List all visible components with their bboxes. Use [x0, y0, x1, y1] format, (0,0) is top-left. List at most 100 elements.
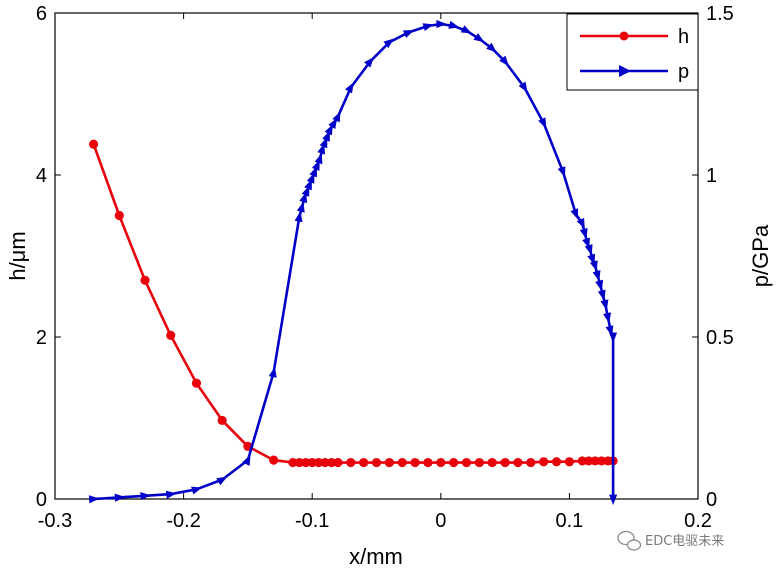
legend-marker-h — [619, 31, 629, 41]
series-p-point — [296, 201, 305, 213]
legend-marker-p — [619, 65, 631, 77]
series-h-point — [191, 378, 202, 388]
series-h-point — [320, 457, 330, 468]
series-p-point — [165, 490, 177, 499]
series-h-point — [288, 457, 298, 468]
y-right-tick-label: 1.5 — [706, 3, 734, 25]
x-axis-label: x/mm — [349, 544, 403, 568]
series-h-point — [307, 457, 317, 468]
series-p-point — [364, 57, 374, 68]
series-p-point — [403, 30, 415, 38]
left-axis-ticks: 0 2 4 6 — [36, 3, 61, 511]
series-p-point — [460, 25, 472, 34]
series-p-point — [314, 153, 323, 165]
series-p-point — [486, 42, 497, 53]
y-left-tick-label: 0 — [36, 489, 47, 511]
series-p-point — [609, 494, 618, 505]
series-p-point — [140, 492, 151, 501]
series-h-point — [269, 455, 279, 465]
series-p — [88, 20, 618, 505]
series-h-point — [410, 457, 420, 468]
series-p-point — [216, 476, 228, 486]
series-p-point — [345, 82, 354, 94]
watermark-text: EDC电驱未来 — [645, 534, 724, 549]
x-tick-label: 0.1 — [555, 510, 583, 532]
series-p-point — [473, 33, 485, 43]
series-p-point — [579, 228, 588, 240]
series-h-point — [461, 457, 472, 468]
series-p-point — [88, 495, 100, 504]
y-axis-left-label: h/μm — [5, 231, 30, 280]
series-p-point — [268, 366, 277, 378]
series-p-point — [114, 493, 126, 502]
legend-box — [566, 13, 699, 91]
series-h-point — [577, 456, 587, 466]
series-h-point — [474, 457, 484, 468]
x-tick-label: -0.3 — [38, 510, 72, 532]
series-h-point — [590, 456, 600, 466]
series-p-point — [609, 332, 618, 343]
series-p-point — [422, 23, 434, 31]
series-p-point — [603, 312, 612, 324]
series-p-point — [328, 118, 338, 129]
series-h-line — [92, 143, 614, 464]
series-h-point — [584, 456, 594, 466]
series-h-point — [423, 457, 433, 468]
series-p-point — [332, 111, 341, 123]
series-h-point — [526, 457, 536, 468]
series-h-point — [217, 415, 227, 426]
series-h-point — [359, 457, 369, 468]
series-p-point — [584, 244, 593, 256]
series-p-point — [592, 270, 601, 282]
legend-label-p: p — [678, 61, 689, 83]
x-tick-label: 0 — [435, 510, 446, 532]
series-p-point — [436, 20, 447, 29]
series-h-point — [436, 457, 446, 468]
series-h-point — [596, 456, 607, 466]
x-tick-label: -0.1 — [295, 510, 329, 532]
series-h-point — [371, 457, 382, 468]
series-p-point — [518, 81, 528, 93]
series-h-point — [346, 457, 356, 468]
right-axis-ticks: 0 0.5 1 1.5 — [692, 3, 734, 511]
x-tick-label: 0.2 — [684, 510, 712, 532]
series-p-point — [576, 217, 585, 229]
series-p-point — [570, 208, 579, 220]
series-h — [88, 139, 618, 468]
x-tick-label: -0.2 — [166, 510, 200, 532]
y-left-tick-label: 2 — [36, 327, 47, 349]
y-left-tick-label: 6 — [36, 3, 47, 25]
series-p-point — [597, 289, 606, 301]
y-right-tick-label: 1 — [706, 165, 717, 187]
series-h-point — [539, 457, 549, 467]
legend: h p — [566, 13, 699, 91]
y-right-tick-label: 0.5 — [706, 327, 734, 349]
series-h-point — [301, 457, 311, 468]
series-p-point — [538, 117, 547, 129]
legend-label-h: h — [678, 26, 689, 48]
series-h-point — [326, 457, 337, 468]
y-axis-right-label: p/GPa — [748, 224, 773, 287]
series-p-point — [324, 124, 333, 136]
y-left-tick-label: 4 — [36, 165, 47, 187]
series-p-point — [383, 38, 395, 49]
series-p-point — [448, 20, 460, 29]
series-h-point — [314, 457, 324, 468]
series-h-point — [449, 457, 459, 468]
series-h-point — [487, 457, 497, 468]
series-p-point — [499, 55, 509, 67]
series-p-point — [595, 279, 604, 291]
watermark: EDC电驱未来 — [617, 530, 724, 551]
series-h-point — [384, 457, 394, 468]
series-p-point — [294, 211, 303, 223]
series-h-point — [166, 330, 176, 340]
series-h-point — [294, 457, 304, 468]
series-p-point — [600, 299, 609, 311]
series-p-point — [191, 486, 203, 495]
wechat-icon — [617, 530, 642, 551]
series-h-point — [114, 210, 124, 221]
y-right-tick-label: 0 — [706, 489, 717, 511]
series-h-point — [513, 457, 523, 468]
series-h-point — [333, 457, 343, 468]
